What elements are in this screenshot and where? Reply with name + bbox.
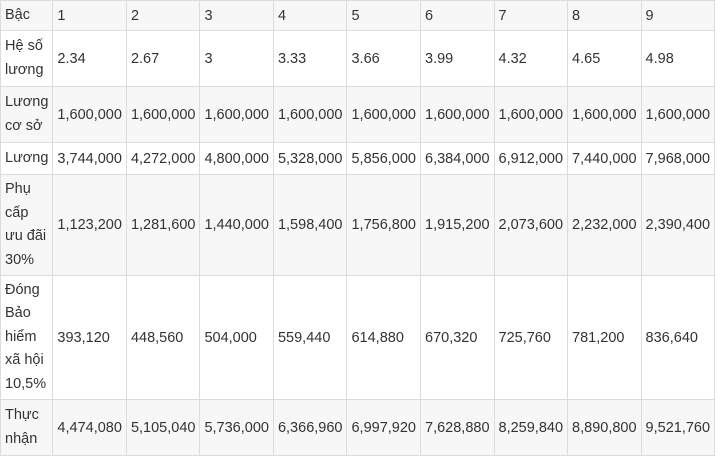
- table-cell: 559,440: [272, 275, 348, 400]
- table-cell: 448,560: [125, 275, 201, 400]
- table-cell: 1,600,000: [567, 86, 642, 143]
- table-cell: 836,640: [640, 275, 716, 400]
- table-cell: 7,628,880: [420, 399, 495, 456]
- table-cell: 6,366,960: [272, 399, 348, 456]
- table-cell: 670,320: [420, 275, 495, 400]
- table-cell: 1,600,000: [272, 86, 348, 143]
- table-cell: 4.32: [493, 30, 569, 87]
- table-cell: 614,880: [346, 275, 421, 400]
- row-label: Lương cơ sở: [0, 86, 54, 143]
- table-cell: 5,328,000: [272, 142, 348, 175]
- table-cell: 1,440,000: [199, 174, 274, 276]
- table-cell: 9,521,760: [640, 399, 716, 456]
- table-cell: 8,890,800: [567, 399, 642, 456]
- table-cell: 6: [420, 0, 495, 31]
- table-cell: 4: [272, 0, 348, 31]
- table-cell: 504,000: [199, 275, 274, 400]
- table-cell: 4.98: [640, 30, 716, 87]
- table-cell: 5,736,000: [199, 399, 274, 456]
- table-cell: 8: [567, 0, 642, 31]
- table-cell: 4,272,000: [125, 142, 201, 175]
- table-cell: 3.33: [272, 30, 348, 87]
- table-cell: 4.65: [567, 30, 642, 87]
- table-cell: 1,915,200: [420, 174, 495, 276]
- table-cell: 6,997,920: [346, 399, 421, 456]
- table-cell: 1,281,600: [125, 174, 201, 276]
- table-cell: 5,856,000: [346, 142, 421, 175]
- table-cell: 4,474,080: [52, 399, 127, 456]
- table-cell: 7: [493, 0, 569, 31]
- table-cell: 2,390,400: [640, 174, 716, 276]
- table-cell: 1,600,000: [346, 86, 421, 143]
- table-cell: 1,123,200: [52, 174, 127, 276]
- table-cell: 5: [346, 0, 421, 31]
- table-row-salary: Lương 3,744,000 4,272,000 4,800,000 5,32…: [0, 142, 716, 175]
- table-cell: 781,200: [567, 275, 642, 400]
- table-cell: 2,073,600: [493, 174, 569, 276]
- table-cell: 5,105,040: [125, 399, 201, 456]
- table-cell: 1,600,000: [493, 86, 569, 143]
- table-cell: 1,600,000: [199, 86, 274, 143]
- table-cell: 1,756,800: [346, 174, 421, 276]
- row-label: Lương: [0, 142, 54, 175]
- table-cell: 725,760: [493, 275, 569, 400]
- table-cell: 7,440,000: [567, 142, 642, 175]
- table-cell: 3,744,000: [52, 142, 127, 175]
- row-label: Hệ số lương: [0, 30, 54, 87]
- table-cell: 2.67: [125, 30, 201, 87]
- table-cell: 2,232,000: [567, 174, 642, 276]
- table-cell: 3: [199, 30, 274, 87]
- table-row-base-salary: Lương cơ sở 1,600,000 1,600,000 1,600,00…: [0, 86, 716, 143]
- table-row-grade: Bậc 1 2 3 4 5 6 7 8 9: [0, 0, 716, 31]
- table-cell: 6,912,000: [493, 142, 569, 175]
- table-cell: 3.66: [346, 30, 421, 87]
- table-row-social-insurance: Đóng Bảo hiểm xã hội 10,5% 393,120 448,5…: [0, 275, 716, 400]
- row-label: Đóng Bảo hiểm xã hội 10,5%: [0, 275, 54, 400]
- table-cell: 1,600,000: [420, 86, 495, 143]
- table-cell: 393,120: [52, 275, 127, 400]
- row-label: Thực nhận: [0, 399, 54, 456]
- table-cell: 1,600,000: [640, 86, 716, 143]
- table-cell: 3.99: [420, 30, 495, 87]
- table-cell: 2.34: [52, 30, 127, 87]
- table-cell: 2: [125, 0, 201, 31]
- table-cell: 7,968,000: [640, 142, 716, 175]
- table-cell: 3: [199, 0, 274, 31]
- table-cell: 1,600,000: [52, 86, 127, 143]
- table-cell: 1: [52, 0, 127, 31]
- table-cell: 1,598,400: [272, 174, 348, 276]
- row-label: Phụ cấp ưu đãi 30%: [0, 174, 54, 276]
- table-cell: 6,384,000: [420, 142, 495, 175]
- table-cell: 4,800,000: [199, 142, 274, 175]
- table-cell: 1,600,000: [125, 86, 201, 143]
- table-cell: 8,259,840: [493, 399, 569, 456]
- table-row-coefficient: Hệ số lương 2.34 2.67 3 3.33 3.66 3.99 4…: [0, 30, 716, 87]
- table-cell: 9: [640, 0, 716, 31]
- row-label: Bậc: [0, 0, 54, 31]
- table-row-allowance: Phụ cấp ưu đãi 30% 1,123,200 1,281,600 1…: [0, 174, 716, 276]
- table-row-net-pay: Thực nhận 4,474,080 5,105,040 5,736,000 …: [0, 399, 716, 456]
